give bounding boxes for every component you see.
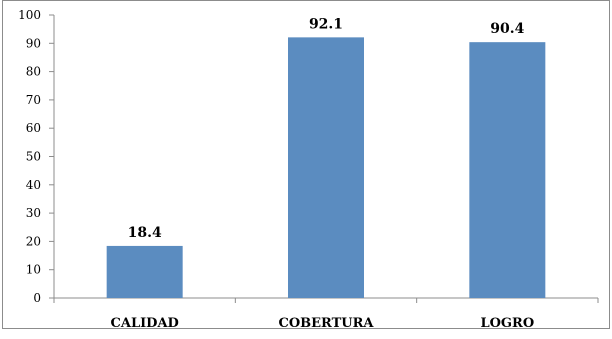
y-tick-label: 80 — [26, 65, 41, 79]
bar-calidad — [106, 245, 183, 298]
y-tick-label: 100 — [18, 8, 41, 22]
y-tick-label: 60 — [26, 121, 41, 135]
y-tick-label: 50 — [26, 150, 41, 164]
data-label-calidad: 18.4 — [128, 225, 162, 241]
y-axis: 0 10 20 30 40 50 60 70 80 90 100 — [18, 8, 55, 305]
data-label-cobertura: 92.1 — [309, 16, 343, 32]
category-label-cobertura: COBERTURA — [278, 316, 374, 331]
y-tick-label: 10 — [26, 263, 41, 277]
category-label-calidad: CALIDAD — [111, 316, 179, 331]
y-tick-label: 90 — [26, 36, 41, 50]
data-label-logro: 90.4 — [490, 21, 524, 37]
y-tick-label: 30 — [26, 206, 41, 220]
bar-cobertura — [288, 37, 364, 299]
y-tick-label: 70 — [26, 93, 41, 107]
bars — [106, 37, 546, 299]
x-axis: CALIDAD COBERTURA LOGRO — [53, 297, 599, 331]
data-labels: 18.4 92.1 90.4 — [128, 16, 525, 241]
category-label-logro: LOGRO — [480, 316, 534, 331]
y-tick-label: 40 — [26, 178, 41, 192]
bar-logro — [469, 42, 546, 298]
y-tick-label: 20 — [26, 234, 41, 248]
y-tick-label: 0 — [33, 291, 41, 305]
